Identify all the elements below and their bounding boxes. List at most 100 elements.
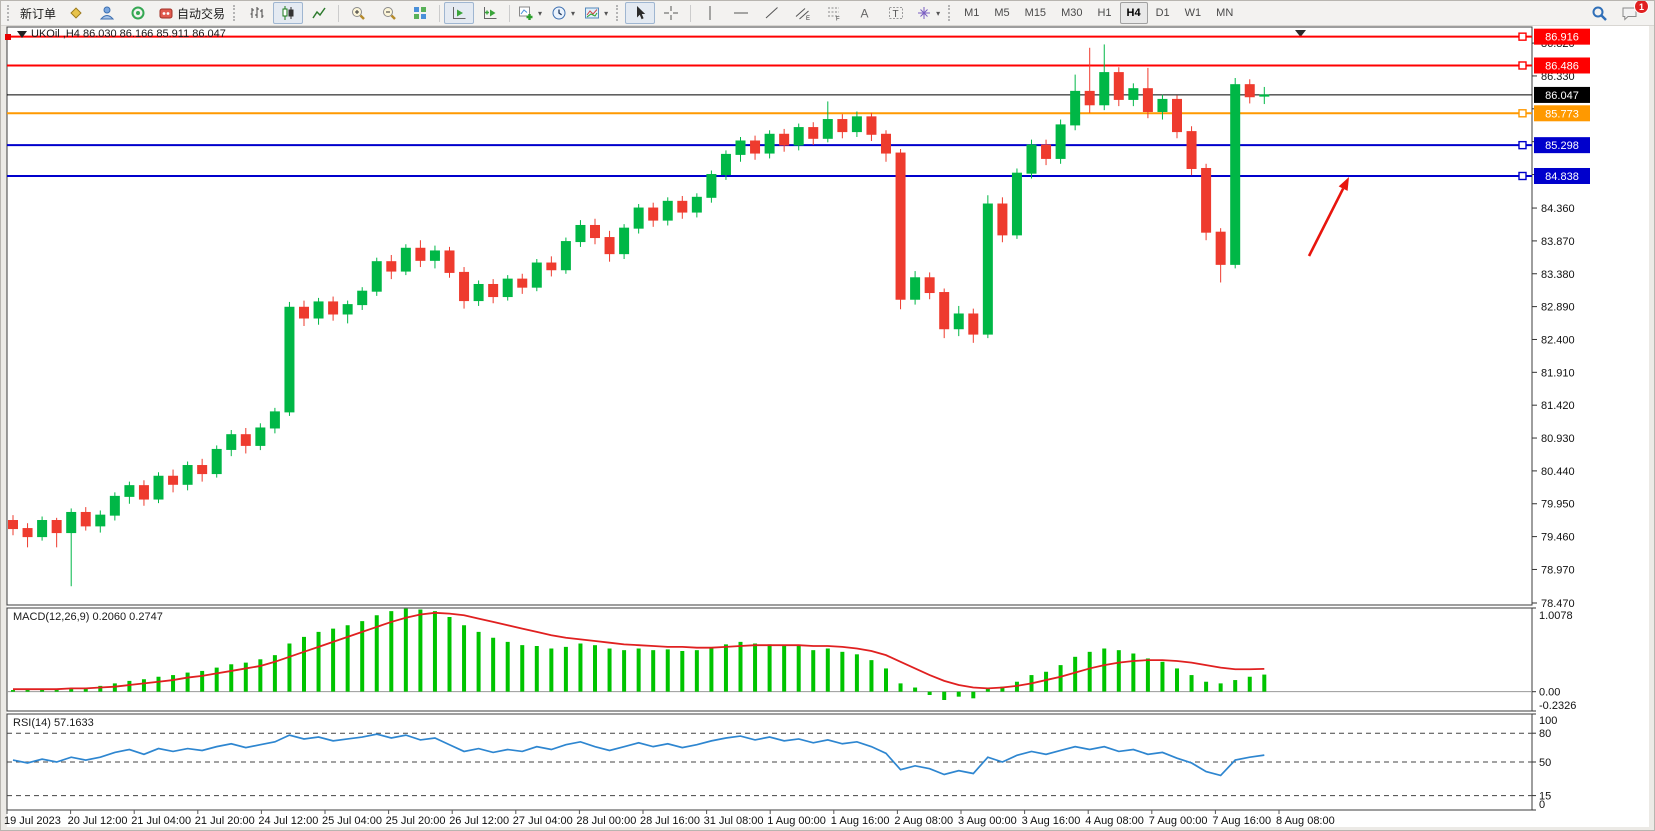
- timeframe-h1-button[interactable]: H1: [1097, 7, 1112, 19]
- zoom-out-button[interactable]: [374, 2, 404, 24]
- candle: [604, 230, 615, 262]
- macd-indicator-label: MACD(12,26,9) 0.2060 0.2747: [13, 611, 163, 623]
- text-icon: A: [861, 7, 869, 21]
- price-axis-tick-label: 78.470: [1541, 598, 1575, 610]
- templates-icon: [585, 7, 600, 19]
- tile-windows-button[interactable]: [405, 2, 435, 24]
- market-watch-button[interactable]: [61, 2, 91, 24]
- indicators-dropdown-button[interactable]: ▾: [514, 2, 546, 24]
- candle: [313, 297, 324, 325]
- macd-axis-label: 0.00: [1539, 687, 1560, 699]
- price-axis-tick-label: 79.460: [1541, 532, 1575, 544]
- candle: [924, 272, 935, 300]
- bar-chart-button[interactable]: [242, 2, 272, 24]
- price-level-badge: [1534, 105, 1590, 122]
- chart-shift-button[interactable]: [475, 2, 505, 24]
- periods-dropdown-button[interactable]: ▾: [547, 2, 579, 24]
- candle: [1055, 119, 1066, 164]
- candle: [328, 296, 339, 321]
- cursor-button[interactable]: [625, 2, 656, 24]
- candle: [473, 280, 484, 306]
- timeframe-mn-button[interactable]: MN: [1216, 7, 1234, 19]
- text-button[interactable]: A: [850, 2, 880, 24]
- chevron-down-icon: ▾: [538, 8, 543, 18]
- price-axis-tick-label: 81.910: [1541, 367, 1575, 379]
- candle: [793, 123, 804, 151]
- chart-shift-marker-icon[interactable]: [1295, 30, 1306, 37]
- profile-button[interactable]: [92, 2, 122, 24]
- price-axis-tick-label: 79.950: [1541, 499, 1575, 511]
- new-order-button[interactable]: 新订单: [16, 2, 60, 24]
- zoom-out-icon: [383, 7, 396, 20]
- toolbar-grip[interactable]: [948, 5, 953, 21]
- candle: [1084, 47, 1095, 113]
- timeframe-m5-button[interactable]: M5: [994, 7, 1010, 19]
- toolbar-grip[interactable]: [233, 5, 238, 21]
- zoom-in-icon: [352, 7, 365, 20]
- candle: [299, 300, 309, 327]
- shapes-dropdown-button[interactable]: ▾: [912, 2, 944, 24]
- candle: [502, 275, 513, 301]
- candle: [284, 301, 295, 416]
- svg-text:T: T: [893, 9, 899, 20]
- trendline-button[interactable]: [757, 2, 787, 24]
- candle: [1244, 79, 1255, 104]
- horizontal-line-button[interactable]: [726, 2, 756, 24]
- timeframe-d1-button[interactable]: D1: [1155, 7, 1170, 19]
- candle: [8, 515, 18, 536]
- candle: [153, 472, 164, 504]
- candlestick-chart-button[interactable]: [273, 2, 304, 24]
- chart-canvas[interactable]: 86.82086.33085.84085.35084.86084.36083.8…: [1, 25, 1655, 831]
- new-order-label: 新订单: [20, 6, 57, 21]
- time-axis-label: 31 Jul 08:00: [704, 815, 764, 827]
- window-edge-right: [1649, 25, 1654, 830]
- price-level-badge: [1534, 57, 1590, 74]
- price-axis-tick-label: 81.420: [1541, 400, 1575, 412]
- fibonacci-button[interactable]: F: [819, 2, 849, 24]
- timeframe-m30-button[interactable]: M30: [1061, 7, 1083, 19]
- candle: [1113, 67, 1124, 107]
- main-chart-pane: [6, 26, 1533, 606]
- level-line-marker[interactable]: [1518, 109, 1527, 118]
- candle: [459, 267, 470, 309]
- time-axis-label: 7 Aug 00:00: [1149, 815, 1208, 827]
- trend-arrow-head[interactable]: [1338, 177, 1349, 191]
- equidistant-channel-button[interactable]: E: [788, 2, 818, 24]
- level-line-marker[interactable]: [1518, 140, 1527, 150]
- trend-arrow[interactable]: [1307, 188, 1345, 257]
- text-label-button[interactable]: T: [881, 2, 911, 24]
- toolbar-grip[interactable]: [616, 5, 621, 21]
- level-line-marker[interactable]: [1518, 171, 1527, 181]
- level-line-left-marker[interactable]: [5, 34, 11, 40]
- line-chart-button[interactable]: [304, 2, 334, 24]
- level-line-marker[interactable]: [1518, 32, 1527, 41]
- timeframe-m1-button[interactable]: M1: [964, 7, 980, 19]
- candle: [211, 445, 222, 478]
- timeframe-w1-button[interactable]: W1: [1184, 7, 1202, 19]
- timeframe-m15-button[interactable]: M15: [1024, 7, 1047, 19]
- toolbar-separator: [509, 4, 511, 22]
- candle: [168, 469, 179, 493]
- autotrading-icon: [159, 8, 173, 19]
- time-axis-label: 28 Jul 16:00: [640, 815, 700, 827]
- crosshair-button[interactable]: [656, 2, 686, 24]
- auto-scroll-button[interactable]: [444, 2, 475, 24]
- notifications-button[interactable]: 1: [1615, 1, 1649, 24]
- search-button[interactable]: [1584, 2, 1614, 24]
- candle: [124, 481, 135, 504]
- signals-button[interactable]: [123, 2, 153, 24]
- level-line-marker[interactable]: [1518, 61, 1527, 70]
- vertical-line-button[interactable]: [695, 2, 725, 24]
- zoom-in-button[interactable]: [343, 2, 373, 24]
- timeframe-h4-button[interactable]: H4: [1119, 2, 1148, 24]
- chevron-down-icon: ▾: [571, 8, 576, 18]
- rsi-axis-label: 100: [1539, 715, 1557, 727]
- templates-dropdown-button[interactable]: ▾: [580, 2, 612, 24]
- candle: [51, 517, 62, 548]
- toolbar-grip[interactable]: [7, 5, 12, 21]
- symbol-marker-icon: [17, 31, 27, 38]
- candle: [575, 220, 586, 247]
- autotrading-button[interactable]: 自动交易: [154, 2, 229, 24]
- price-axis-tick-label: 86.330: [1541, 71, 1575, 83]
- candle: [1011, 168, 1022, 239]
